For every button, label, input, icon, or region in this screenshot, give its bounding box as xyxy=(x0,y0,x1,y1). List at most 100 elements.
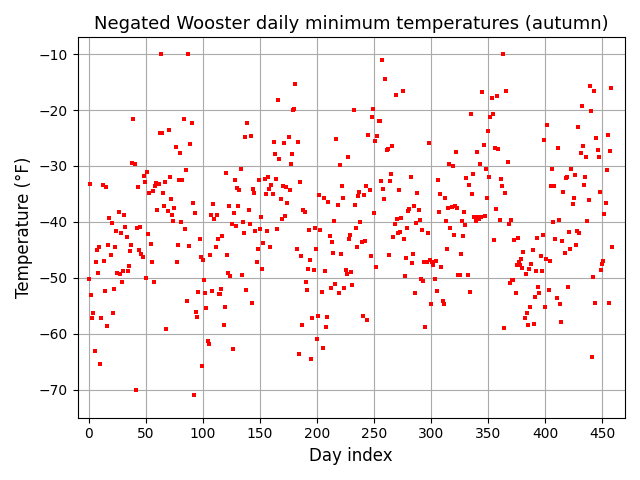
Point xyxy=(380,75,390,83)
Point xyxy=(92,247,102,254)
Point xyxy=(316,226,326,234)
Point xyxy=(450,202,460,210)
Point xyxy=(170,143,180,151)
Point xyxy=(434,208,444,216)
Point xyxy=(214,290,224,298)
Point xyxy=(578,142,588,149)
Point xyxy=(143,230,154,238)
Point xyxy=(149,278,159,286)
Point xyxy=(534,289,545,297)
Point xyxy=(353,192,364,200)
Point xyxy=(332,135,342,143)
Point xyxy=(241,286,252,294)
Point xyxy=(164,173,175,181)
Point xyxy=(413,206,424,214)
Point xyxy=(540,303,550,311)
Point xyxy=(438,300,449,308)
Point xyxy=(110,243,120,251)
Point xyxy=(116,229,126,237)
Point xyxy=(381,146,392,154)
Point xyxy=(246,132,256,140)
Point xyxy=(549,182,559,190)
Point xyxy=(415,216,425,223)
Title: Negated Wooster daily minimum temperatures (autumn): Negated Wooster daily minimum temperatur… xyxy=(94,15,609,33)
Point xyxy=(338,194,348,202)
Point xyxy=(380,195,390,203)
Point xyxy=(396,215,406,222)
Point xyxy=(259,175,269,182)
Point xyxy=(598,258,609,265)
Point xyxy=(250,227,260,235)
Point xyxy=(566,165,577,172)
Point xyxy=(190,209,200,216)
Point xyxy=(554,216,564,224)
Point xyxy=(552,144,563,152)
Point xyxy=(257,265,268,273)
Point xyxy=(239,229,249,237)
Point xyxy=(402,224,412,232)
Point xyxy=(577,102,587,109)
Point xyxy=(593,146,603,154)
Point xyxy=(186,119,196,126)
Point xyxy=(126,241,136,249)
Y-axis label: Temperature (°F): Temperature (°F) xyxy=(15,157,33,298)
Point xyxy=(532,234,542,241)
Point xyxy=(599,210,609,218)
Point xyxy=(212,235,223,243)
Point xyxy=(97,181,108,189)
Point xyxy=(272,226,282,233)
Point xyxy=(568,194,579,202)
Point xyxy=(142,168,152,176)
Point xyxy=(269,138,279,146)
Point xyxy=(164,127,174,134)
Point xyxy=(192,313,202,321)
Point xyxy=(95,360,106,368)
Point xyxy=(151,179,161,186)
Point xyxy=(387,143,397,150)
Point xyxy=(104,214,115,222)
Point xyxy=(249,189,259,197)
Point xyxy=(228,209,239,217)
Point xyxy=(515,261,525,269)
Point xyxy=(490,144,500,152)
Point xyxy=(470,217,481,225)
Point xyxy=(275,195,285,203)
Point xyxy=(443,204,453,212)
Point xyxy=(460,221,470,229)
Point xyxy=(349,202,360,209)
Point xyxy=(607,243,618,251)
Point xyxy=(495,176,506,183)
Point xyxy=(401,254,411,262)
Point xyxy=(166,195,176,203)
Point xyxy=(282,200,292,207)
Point xyxy=(308,266,319,274)
Point xyxy=(138,253,148,261)
Point xyxy=(102,322,112,329)
Point xyxy=(324,232,335,240)
Point xyxy=(372,132,383,140)
Point xyxy=(148,187,158,195)
Point xyxy=(191,308,201,315)
Point xyxy=(141,275,151,282)
Point xyxy=(131,386,141,394)
Point xyxy=(144,189,154,196)
Point xyxy=(117,278,127,286)
X-axis label: Day index: Day index xyxy=(310,447,393,465)
Point xyxy=(248,185,259,192)
Point xyxy=(128,116,138,123)
Point xyxy=(360,237,370,245)
Point xyxy=(369,209,379,216)
Point xyxy=(550,235,561,243)
Point xyxy=(584,82,595,90)
Point xyxy=(522,309,532,317)
Point xyxy=(589,87,599,95)
Point xyxy=(393,229,403,237)
Point xyxy=(218,322,228,329)
Point xyxy=(538,231,548,239)
Point xyxy=(469,213,479,221)
Point xyxy=(508,276,518,284)
Point xyxy=(348,107,358,114)
Point xyxy=(545,257,555,265)
Point xyxy=(486,95,497,102)
Point xyxy=(122,233,132,241)
